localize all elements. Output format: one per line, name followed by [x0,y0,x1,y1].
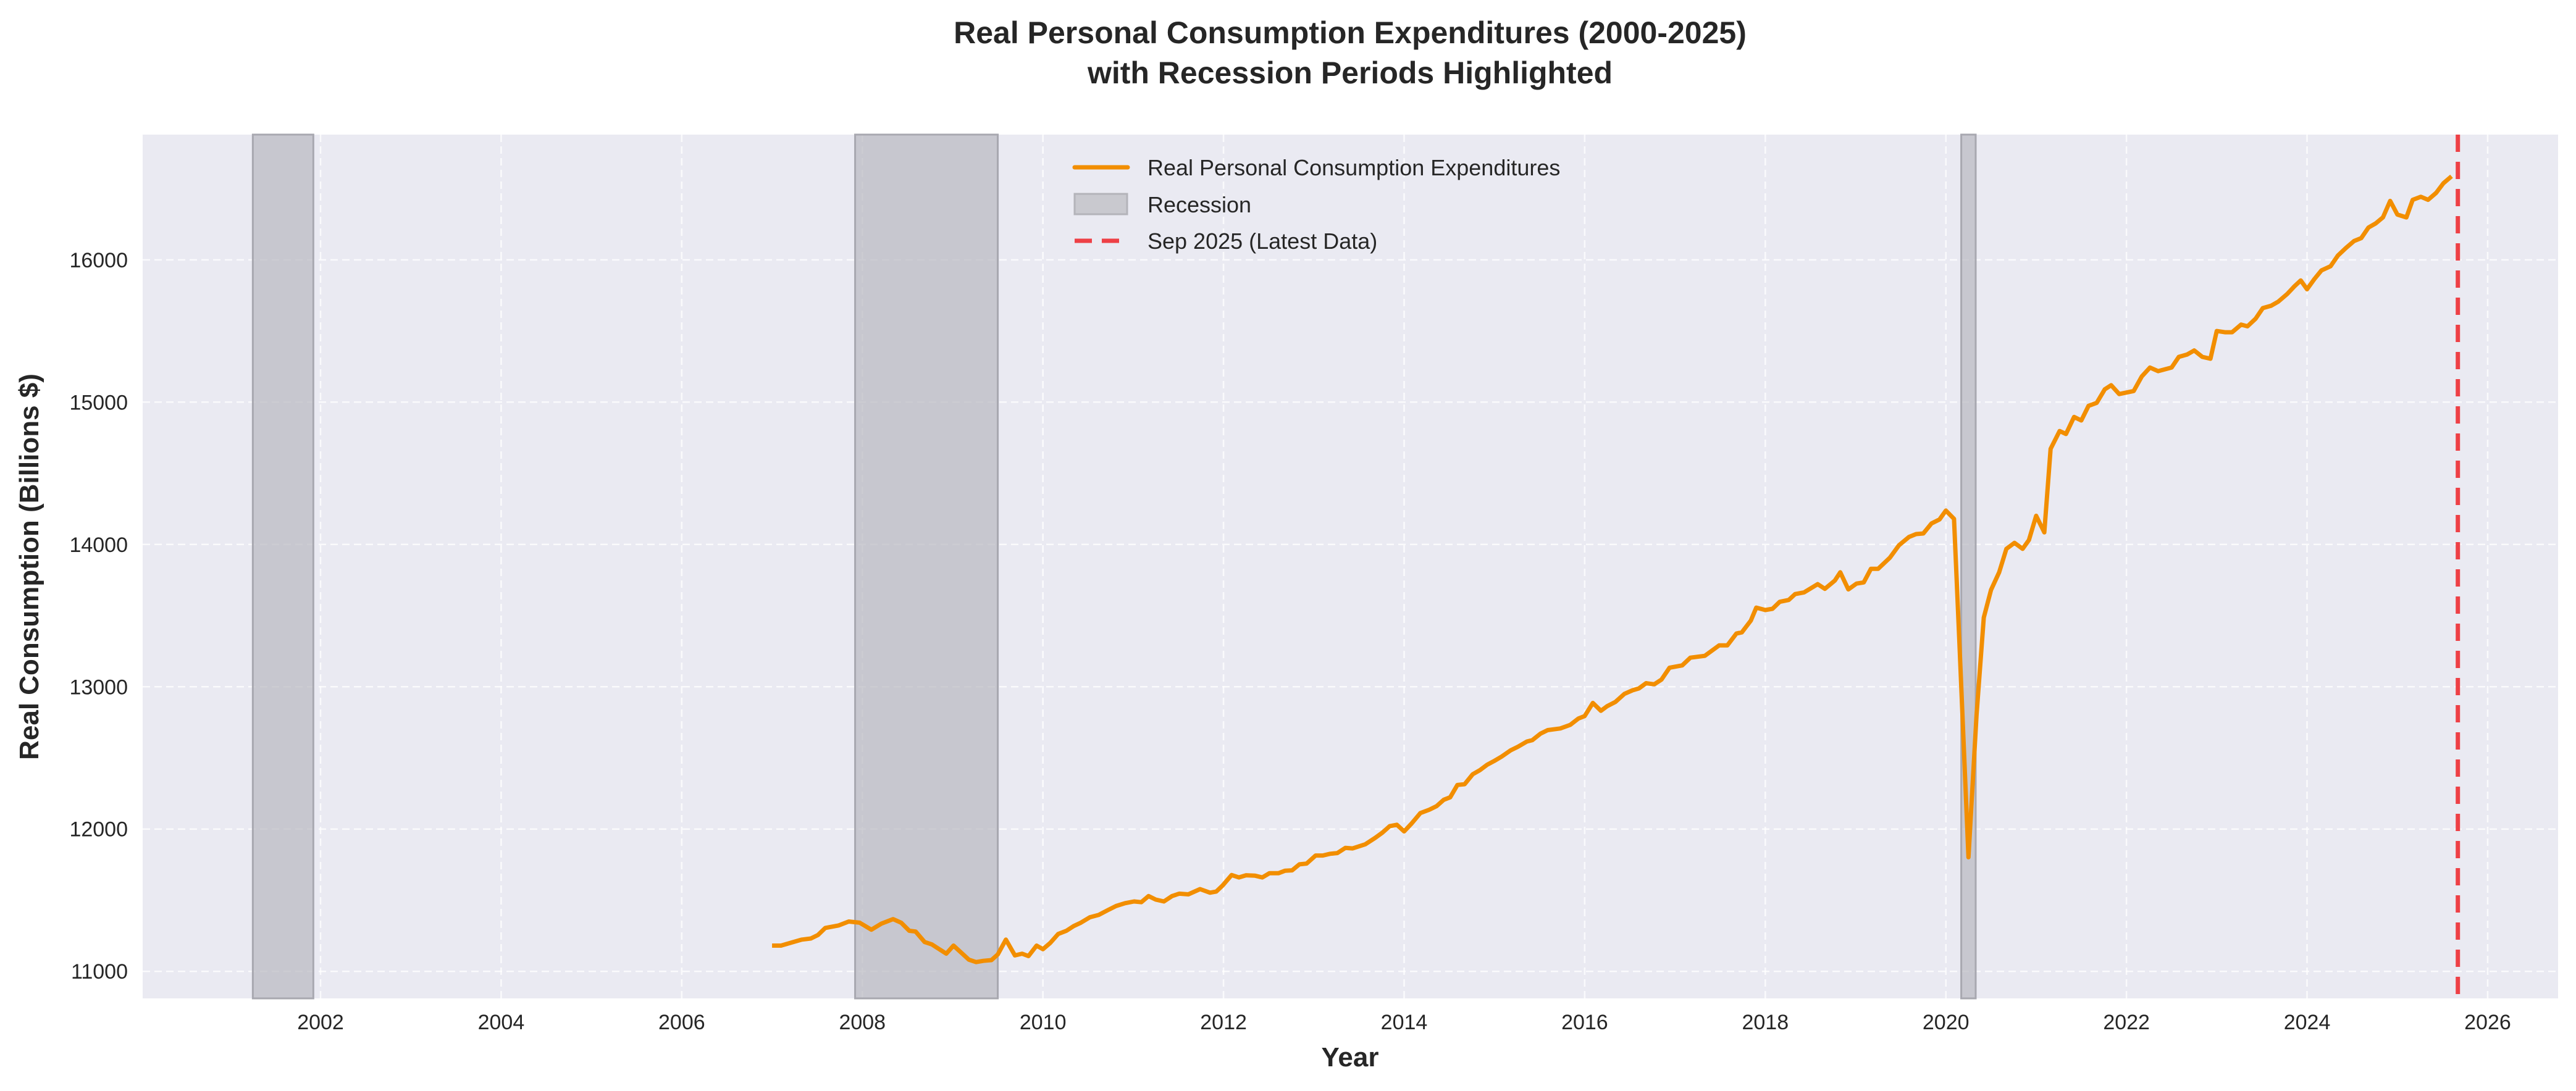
chart-title: Real Personal Consumption Expenditures (… [954,15,1747,50]
x-tick-label: 2004 [478,1011,525,1034]
y-tick-label: 14000 [69,533,128,557]
x-tick-label: 2006 [658,1011,705,1034]
y-tick-label: 12000 [69,818,128,842]
x-tick-label: 2024 [2284,1011,2331,1034]
recession-band [251,133,314,1000]
legend-label-latest: Sep 2025 (Latest Data) [1147,228,1377,254]
legend-label-recession: Recession [1147,192,1251,217]
y-tick-label: 16000 [69,249,128,272]
chart-subtitle: with Recession Periods Highlighted [1087,56,1613,90]
x-tick-label: 2010 [1020,1011,1067,1034]
legend: Real Personal Consumption Expenditures R… [1072,155,1560,254]
x-tick-label: 2008 [839,1011,886,1034]
y-tick-label: 15000 [69,391,128,414]
recession-band [854,133,999,1000]
y-axis-label: Real Consumption (Billions $) [14,374,44,760]
x-axis-label: Year [1322,1042,1379,1072]
series-layer [771,135,2461,998]
x-tick-label: 2022 [2103,1011,2150,1034]
x-tick-label: 2002 [297,1011,344,1034]
x-tick-label: 2018 [1742,1011,1789,1034]
x-tick-label: 2012 [1200,1011,1247,1034]
x-tick-label: 2026 [2464,1011,2511,1034]
x-tick-label: 2020 [1923,1011,1970,1034]
y-tick-label: 13000 [69,675,128,699]
x-tick-label: 2014 [1381,1011,1428,1034]
gridlines [143,135,2558,998]
recession-band [1960,133,1977,1000]
legend-label-series: Real Personal Consumption Expenditures [1147,155,1560,180]
x-tick-label: 2016 [1561,1011,1608,1034]
x-tick-labels: 2002 2004 2006 2008 2010 2012 2014 2016 2018 2020… [297,1011,2511,1034]
legend-swatch-recession [1073,193,1128,215]
plot-area [143,135,2558,998]
y-tick-labels: 11000 12000 13000 14000 15000 16000 [69,249,128,984]
y-tick-label: 11000 [71,960,128,984]
